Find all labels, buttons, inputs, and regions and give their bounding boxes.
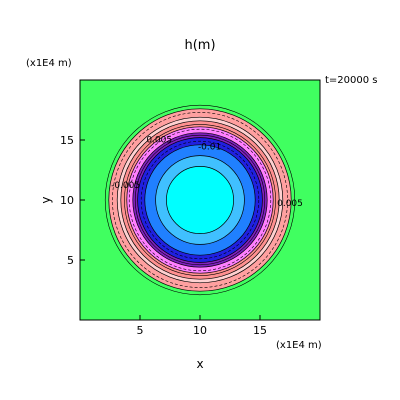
x-tick-label-0: 5	[137, 324, 144, 337]
y-tick-label-2: 15	[60, 134, 74, 147]
contour-label-3: -0.005	[111, 181, 140, 191]
contour-label-0: -0.01	[198, 143, 221, 153]
y-unit-label: (x1E4 m)	[26, 58, 72, 69]
x-axis-label: x	[196, 357, 203, 371]
plot-area: -0.01 0.005 0.005 -0.005	[80, 80, 320, 320]
contour-line-3	[128, 128, 272, 272]
contour-line-0	[104, 104, 296, 296]
contour-line-4	[134, 134, 266, 266]
contour-label-2: 0.005	[277, 199, 303, 209]
x-tick-label-1: 10	[193, 324, 207, 337]
contour-line-5	[140, 140, 260, 260]
contour-line-1	[112, 112, 288, 288]
contour-band-8	[166, 166, 234, 234]
contour-label-1: 0.005	[146, 135, 172, 145]
contour-line-2	[124, 124, 276, 276]
chart-title: h(m)	[184, 38, 215, 53]
time-label: t=20000 s	[325, 75, 378, 86]
y-tick-label-0: 5	[67, 254, 74, 267]
x-unit-label: (x1E4 m)	[276, 340, 322, 351]
x-tick-label-2: 15	[253, 324, 267, 337]
y-tick-label-1: 10	[60, 194, 74, 207]
y-axis-label: y	[39, 196, 53, 203]
